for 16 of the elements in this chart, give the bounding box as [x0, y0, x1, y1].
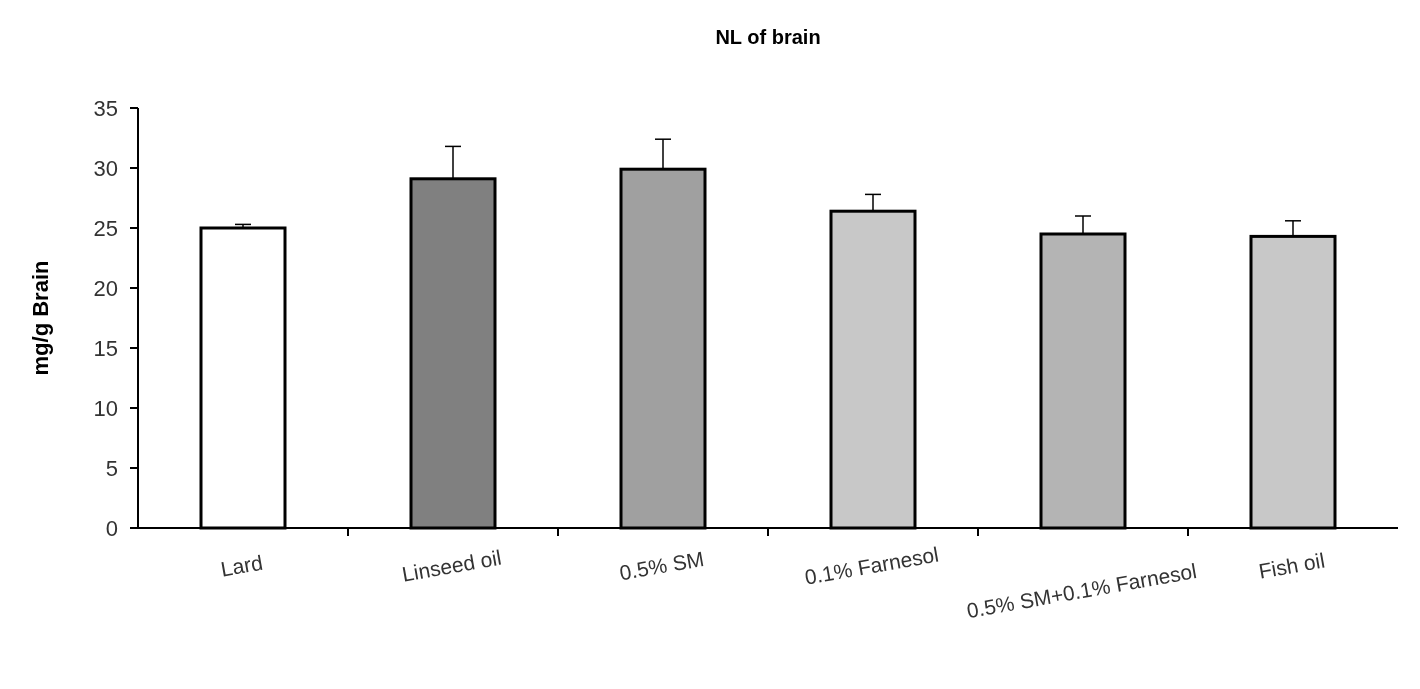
x-tick-label: Lard — [219, 550, 265, 581]
x-tick-label: Linseed oil — [400, 545, 504, 586]
y-tick-label: 15 — [93, 335, 118, 361]
y-tick-label: 10 — [93, 395, 118, 421]
x-tick-label: 0.1% Farnesol — [803, 542, 941, 589]
x-tick-label: 0.5% SM — [617, 546, 706, 585]
x-tick-label: 0.5% SM+0.1% Farnesol — [965, 559, 1199, 623]
x-tick-label: Fish oil — [1256, 548, 1327, 583]
y-axis-title: mg/g Brain — [28, 260, 53, 376]
y-tick-label: 25 — [93, 215, 118, 241]
y-tick-label: 5 — [105, 455, 118, 481]
y-tick-label: 0 — [105, 515, 118, 541]
y-tick-label: 35 — [93, 95, 118, 121]
y-tick-label: 30 — [93, 155, 118, 181]
chart-title: NL of brain — [715, 26, 821, 48]
y-tick-label: 20 — [93, 275, 118, 301]
